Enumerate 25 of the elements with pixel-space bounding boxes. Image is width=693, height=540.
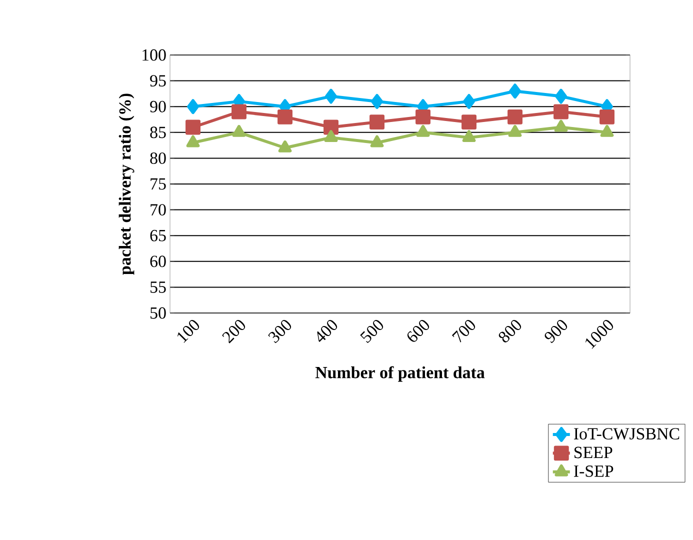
y-tick-label: 100 xyxy=(142,49,166,61)
y-tick-label: 55 xyxy=(150,282,166,293)
x-tick-label: 200 xyxy=(222,320,246,344)
y-tick-label: 80 xyxy=(150,152,166,164)
y-tick-label: 95 xyxy=(150,75,166,86)
legend-label: IoT-CWJSBNC xyxy=(574,428,680,440)
y-tick-label: 75 xyxy=(150,178,166,190)
x-tick-label: 500 xyxy=(360,320,384,344)
y-tick-label: 60 xyxy=(150,256,166,268)
legend-label: SEEP xyxy=(574,446,612,458)
x-axis-title: Number of patient data xyxy=(315,366,485,382)
x-tick-label: 400 xyxy=(317,320,338,342)
x-tick-label: 900 xyxy=(544,320,568,344)
x-tick-label: 100 xyxy=(177,320,200,343)
y-tick-label: 50 xyxy=(150,307,166,319)
y-axis-title: packet delivery ratio (%) xyxy=(118,94,134,275)
y-tick-label: 85 xyxy=(150,126,166,138)
x-tick-label: 800 xyxy=(498,320,522,342)
x-tick-label: 700 xyxy=(452,320,476,343)
y-tick-label: 65 xyxy=(150,230,166,242)
x-tick-label: 300 xyxy=(268,320,292,344)
y-tick-label: 90 xyxy=(150,100,166,112)
y-tick-label: 70 xyxy=(150,204,166,216)
legend-label: I-SEP xyxy=(574,465,614,477)
x-tick-label: 600 xyxy=(407,320,430,342)
